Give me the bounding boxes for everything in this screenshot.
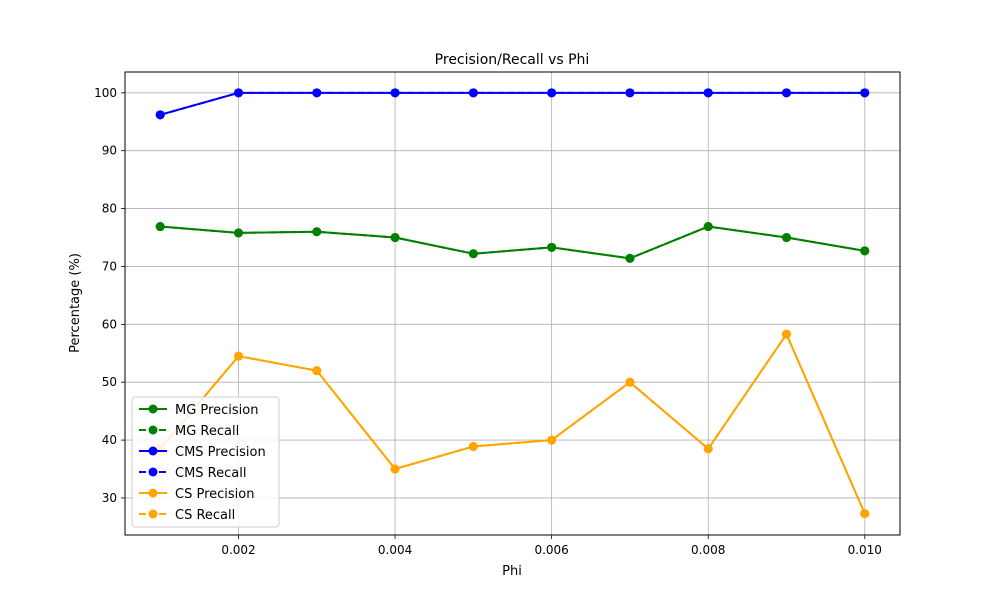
series-line-mg-precision [160,225,865,260]
data-point [625,88,635,98]
series-mg-precision [155,222,870,263]
x-tick-label: 0.002 [221,543,255,557]
legend-item: CS Precision [139,487,254,502]
y-tick-label: 70 [102,259,117,273]
data-point [703,222,713,232]
y-tick-label: 80 [102,202,117,216]
series-line-cs-recall [159,333,866,514]
y-axis-label: Percentage (%) [68,253,83,353]
data-point [468,249,478,259]
data-point [468,88,478,98]
legend-label: CMS Recall [175,466,246,481]
series-cms-recall [155,88,870,120]
series-mg-recall [155,222,870,263]
series-line-cms-precision [159,91,865,116]
y-tick-label: 60 [102,317,117,331]
y-tick-label: 90 [102,144,117,158]
legend-item: CS Recall [139,508,235,523]
legend-box [131,396,280,528]
data-point [312,366,322,376]
data-point [155,110,165,120]
data-point [312,88,322,98]
legend-label: CS Precision [175,487,254,502]
data-point [547,88,557,98]
legend-marker [148,425,158,435]
x-tick-label: 0.004 [378,543,412,557]
data-point [312,227,322,237]
legend-marker [148,509,158,519]
legend-item: CMS Precision [139,445,266,460]
chart-title: Precision/Recall vs Phi [435,52,590,68]
data-point [860,246,870,256]
data-point [390,464,400,474]
legend-item: CMS Recall [139,466,246,481]
x-tick-label: 0.006 [534,543,568,557]
data-point [547,242,557,252]
legend-marker [148,488,158,498]
legend-marker [148,404,158,414]
series-layer [155,88,870,519]
data-point [781,233,791,243]
data-point [625,253,635,263]
data-point [234,88,244,98]
data-point [860,88,870,98]
x-tick-label: 0.010 [848,543,882,557]
data-point [860,509,870,519]
series-line-mg-recall [160,225,865,260]
axis-ticks: 0.002 0.004 0.006 0.008 0.010 30 40 50 60 70 80 90 1… [94,86,882,557]
legend-item: MG Precision [139,403,258,418]
data-point [155,222,165,232]
legend-label: CMS Precision [175,445,266,460]
legend-label: MG Recall [175,424,239,439]
legend-marker [148,467,158,477]
data-point [468,441,478,451]
data-point [703,88,713,98]
y-tick-label: 100 [94,86,117,100]
legend-label: CS Recall [175,508,235,523]
data-point [781,88,791,98]
plot-frame [124,71,901,536]
y-tick-label: 30 [102,491,117,505]
y-tick-label: 40 [102,433,117,447]
data-point [390,88,400,98]
x-axis-label: Phi [502,564,522,579]
data-point [547,435,557,445]
series-line-cms-recall [159,91,865,116]
data-point [234,351,244,361]
data-point [781,329,791,339]
y-tick-label: 50 [102,375,117,389]
data-point [390,233,400,243]
legend-item: MG Recall [139,424,239,439]
data-point [703,444,713,454]
data-point [625,377,635,387]
data-point [234,228,244,238]
legend-label: MG Precision [175,403,258,418]
legend-marker [148,446,158,456]
legend: MG Precision MG Recall CMS Precision CMS Re… [131,396,280,528]
x-tick-label: 0.008 [691,543,725,557]
